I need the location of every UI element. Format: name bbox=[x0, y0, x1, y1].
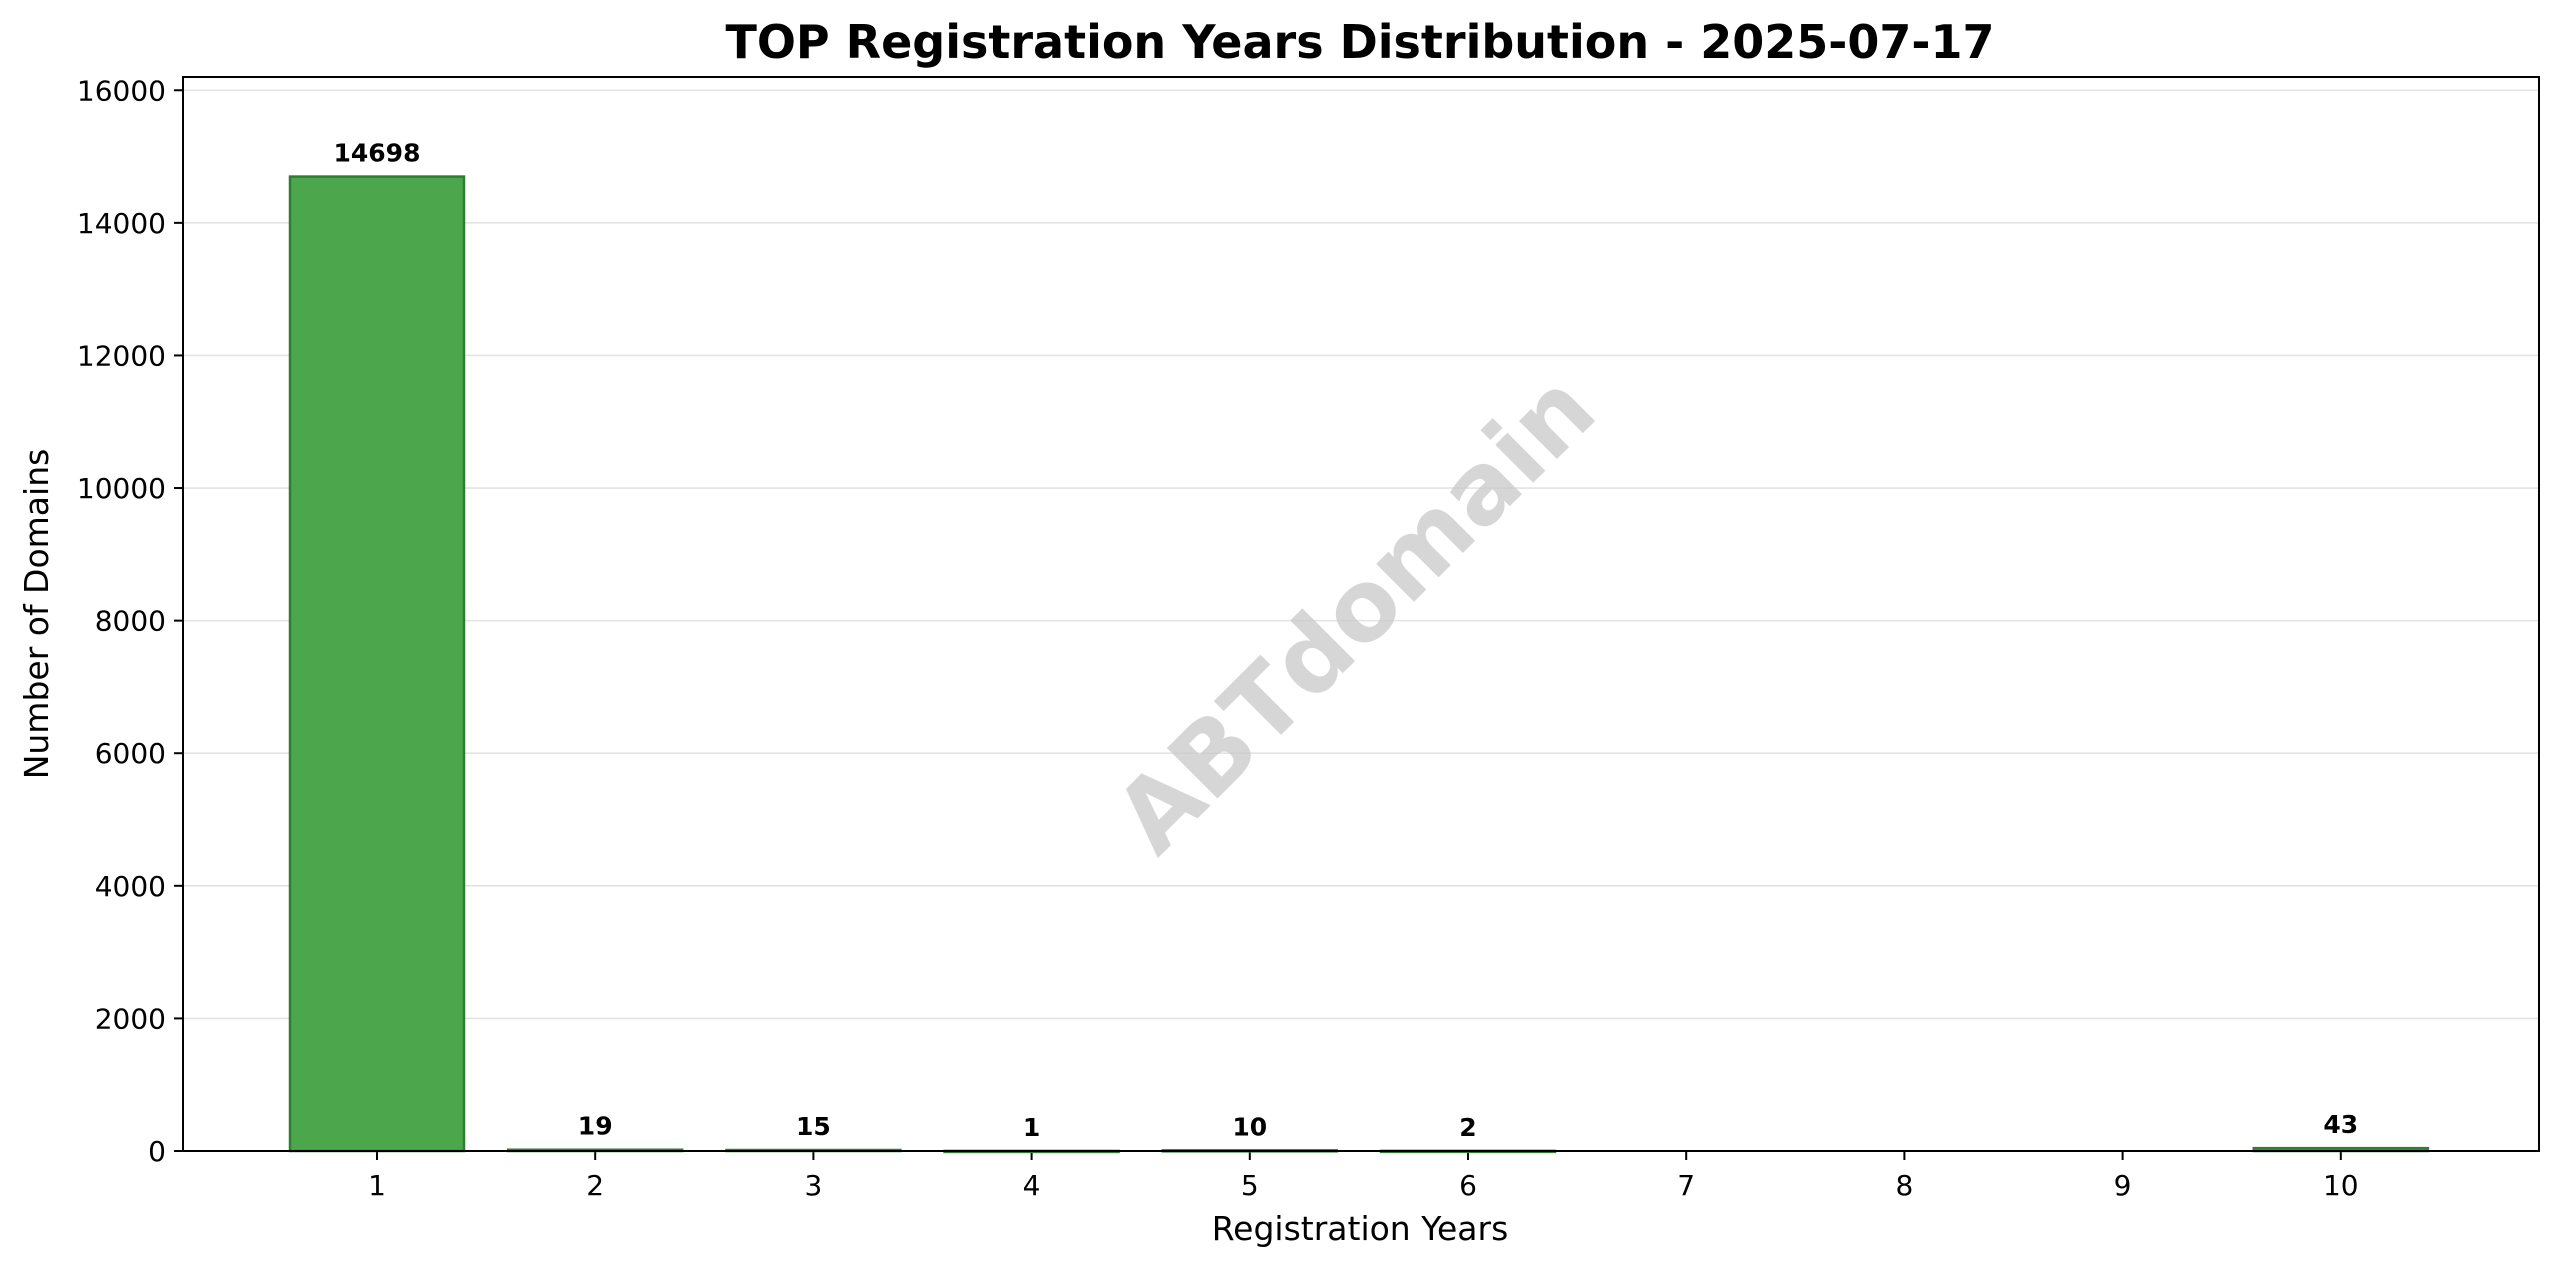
y-tick-label: 4000 bbox=[95, 870, 166, 903]
x-tick-label: 4 bbox=[1023, 1169, 1041, 1202]
x-tick-label: 7 bbox=[1677, 1169, 1695, 1202]
y-tick-label: 8000 bbox=[95, 605, 166, 638]
bars bbox=[288, 175, 2430, 1154]
data-label-6: 2 bbox=[1459, 1113, 1476, 1142]
gridlines bbox=[183, 89, 2539, 1020]
x-tick-label: 2 bbox=[586, 1169, 604, 1202]
x-axis-label: Registration Years bbox=[1212, 1209, 1509, 1248]
data-label-5: 10 bbox=[1232, 1112, 1267, 1141]
y-axis-ticks: 0 2000 4000 6000 8000 10000 12000 14000 16000 bbox=[77, 74, 183, 1168]
data-label-10: 43 bbox=[2323, 1110, 2358, 1139]
data-label-1: 14698 bbox=[334, 139, 421, 168]
bar-1 bbox=[288, 175, 466, 1153]
y-tick-label: 10000 bbox=[77, 472, 166, 505]
y-tick-label: 12000 bbox=[77, 339, 166, 372]
chart-title: TOP Registration Years Distribution - 20… bbox=[725, 15, 1994, 69]
data-label-2: 19 bbox=[578, 1112, 613, 1141]
x-tick-label: 10 bbox=[2323, 1169, 2359, 1202]
y-tick-label: 16000 bbox=[77, 74, 166, 107]
y-tick-label: 2000 bbox=[95, 1002, 166, 1035]
x-tick-label: 1 bbox=[368, 1169, 386, 1202]
watermark: ABTdomain bbox=[1094, 352, 1618, 876]
x-tick-label: 3 bbox=[804, 1169, 822, 1202]
y-tick-label: 14000 bbox=[77, 207, 166, 240]
x-tick-label: 6 bbox=[1459, 1169, 1477, 1202]
data-label-3: 15 bbox=[796, 1112, 831, 1141]
y-axis-label: Number of Domains bbox=[17, 449, 56, 780]
data-label-4: 1 bbox=[1023, 1113, 1040, 1142]
x-axis-ticks: 1 2 3 4 5 6 7 8 9 10 bbox=[368, 1151, 2359, 1202]
y-tick-label: 0 bbox=[148, 1135, 166, 1168]
plot-frame bbox=[182, 76, 2540, 1152]
data-labels: 14698 19 15 1 10 2 43 bbox=[334, 139, 2359, 1142]
x-tick-label: 5 bbox=[1241, 1169, 1259, 1202]
x-tick-label: 8 bbox=[1895, 1169, 1913, 1202]
x-tick-label: 9 bbox=[2114, 1169, 2132, 1202]
y-tick-label: 6000 bbox=[95, 737, 166, 770]
